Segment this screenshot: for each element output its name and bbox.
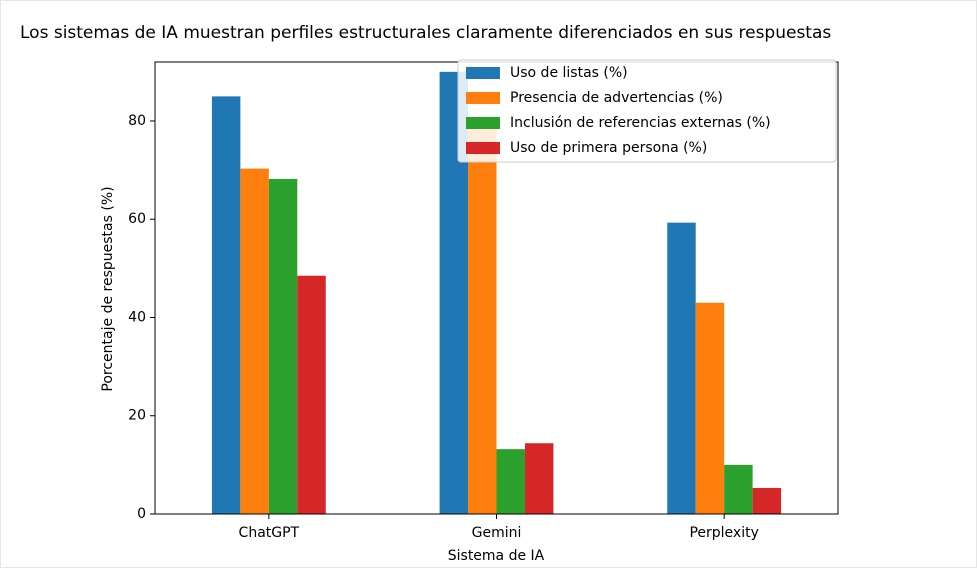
legend-swatch: [466, 117, 500, 129]
bar: [468, 120, 497, 515]
bar: [240, 168, 269, 514]
legend-swatch: [466, 142, 500, 154]
bar: [524, 443, 554, 514]
y-tick-label: 0: [137, 506, 146, 522]
x-tick-label: ChatGPT: [239, 525, 300, 541]
bar: [667, 222, 696, 514]
bar: [752, 487, 782, 514]
bar: [297, 275, 326, 514]
legend-label: Inclusión de referencias externas (%): [510, 115, 771, 131]
legend-label: Uso de listas (%): [510, 65, 628, 81]
legend-box: [457, 59, 837, 163]
x-tick-label: Gemini: [472, 525, 522, 541]
x-tick-label: Perplexity: [689, 525, 758, 541]
y-tick-label: 60: [128, 211, 146, 227]
y-tick-label: 20: [128, 408, 146, 424]
y-tick-label: 40: [128, 309, 146, 325]
legend-swatch: [466, 92, 500, 104]
bar: [211, 96, 241, 515]
bar: [268, 178, 298, 515]
legend-label: Uso de primera persona (%): [510, 140, 707, 156]
y-tick-label: 80: [128, 113, 146, 129]
y-axis-label: Porcentaje de respuestas (%): [100, 186, 116, 391]
bar: [724, 464, 753, 514]
bar: [496, 449, 525, 514]
bar: [695, 302, 725, 514]
legend: Uso de listas (%) Presencia de advertenci…: [457, 59, 837, 163]
chart-title: Los sistemas de IA muestran perfiles est…: [20, 23, 831, 43]
legend-label: Presencia de advertencias (%): [510, 90, 723, 106]
x-axis-label: Sistema de IA: [448, 548, 545, 564]
legend-swatch: [466, 67, 500, 79]
